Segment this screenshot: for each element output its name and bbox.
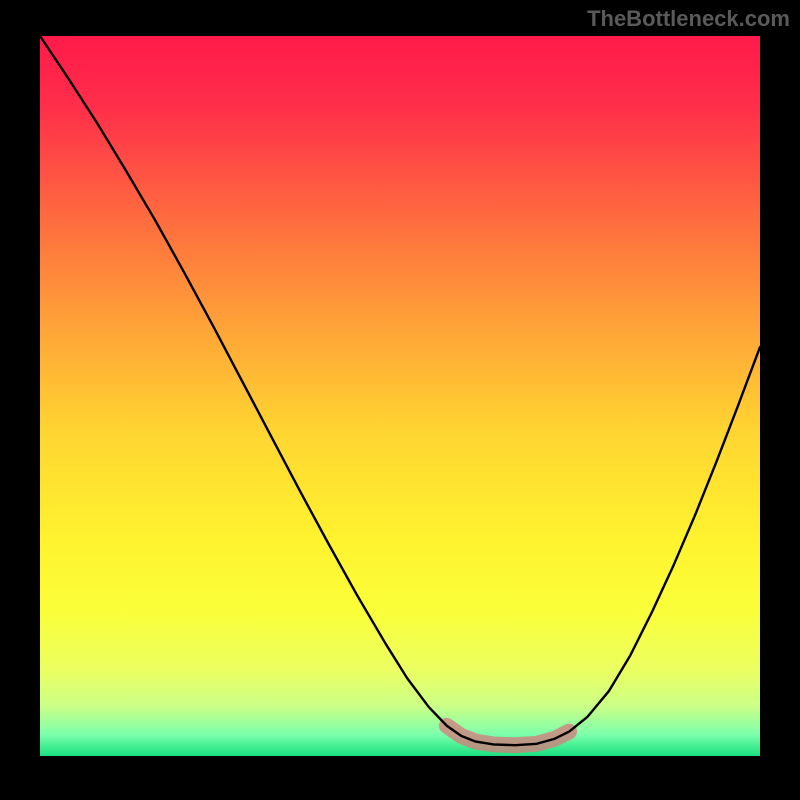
plot-area [40,36,760,756]
watermark-text: TheBottleneck.com [587,6,790,32]
highlight-band [447,726,569,745]
curve-layer [40,36,760,756]
main-curve [40,36,760,745]
chart-container: TheBottleneck.com [0,0,800,800]
